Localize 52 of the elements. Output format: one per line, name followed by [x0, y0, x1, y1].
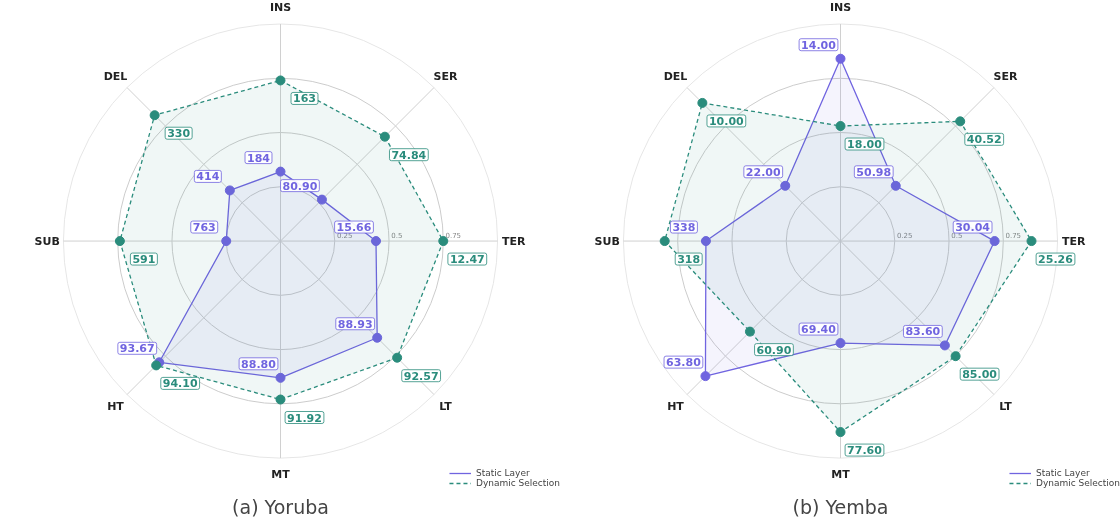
legend-label: Dynamic Selection [1035, 478, 1120, 488]
text: 69.40 [801, 323, 837, 337]
text: 40.52 [966, 133, 1002, 147]
text: 80.90 [282, 179, 318, 193]
spoke-label: HT [667, 399, 685, 413]
text: (b) Yemba [792, 495, 889, 518]
spoke-label: TER [1062, 234, 1087, 248]
spoke-label: DEL [103, 69, 128, 83]
text: 338 [672, 221, 696, 235]
spoke-label: INS [269, 1, 292, 15]
text: 763 [192, 221, 216, 235]
text: 18.00 [847, 138, 883, 152]
spoke-label: TER [502, 234, 527, 248]
text: 318 [677, 253, 701, 267]
text: 22.00 [745, 165, 781, 179]
text: 12.47 [449, 253, 485, 267]
text: 63.80 [666, 356, 702, 370]
spoke-label: SER [433, 69, 458, 83]
text: 60.90 [756, 343, 792, 357]
text: 330 [167, 127, 191, 141]
text: 92.57 [403, 369, 439, 383]
legend-label: Static Layer [475, 468, 530, 478]
spoke-label: HT [107, 399, 125, 413]
text: 50.98 [856, 165, 892, 179]
spoke-label: MT [831, 467, 851, 481]
legend-label: Static Layer [1035, 468, 1090, 478]
text: 91.92 [287, 411, 322, 425]
spoke-label: MT [271, 467, 291, 481]
text: 77.60 [847, 444, 883, 458]
spoke-label: DEL [663, 69, 688, 83]
text: 83.60 [905, 325, 941, 339]
text: 591 [132, 253, 156, 267]
spoke-label: SER [993, 69, 1018, 83]
spoke-label: SUB [34, 234, 60, 248]
text: 85.00 [962, 368, 998, 382]
spoke-label: INS [829, 1, 852, 15]
text: 74.84 [391, 148, 427, 162]
spoke-label: LT [999, 399, 1013, 413]
text: 14.00 [801, 38, 837, 52]
text: 94.10 [162, 377, 198, 391]
text: (a) Yoruba [232, 495, 329, 518]
spoke-label: LT [439, 399, 453, 413]
spoke-label: SUB [594, 234, 620, 248]
legend-label: Dynamic Selection [475, 478, 560, 488]
text: 163 [293, 92, 316, 106]
text: 93.67 [119, 342, 155, 356]
text: 414 [196, 170, 220, 184]
text: 10.00 [708, 114, 745, 128]
text: 88.80 [241, 357, 277, 371]
text: 184 [247, 151, 271, 165]
text: 25.26 [1038, 253, 1074, 267]
text: 88.93 [337, 317, 373, 331]
